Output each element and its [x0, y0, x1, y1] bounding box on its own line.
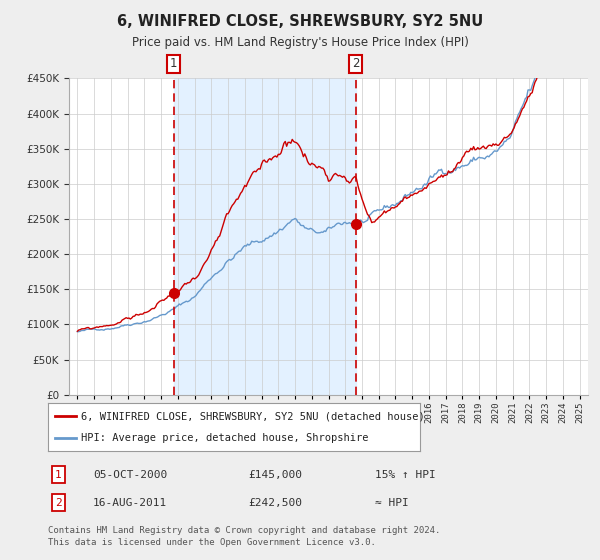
- Text: £145,000: £145,000: [248, 470, 302, 479]
- Bar: [173, 78, 356, 395]
- Text: 15% ↑ HPI: 15% ↑ HPI: [376, 470, 436, 479]
- Text: 6, WINIFRED CLOSE, SHREWSBURY, SY2 5NU: 6, WINIFRED CLOSE, SHREWSBURY, SY2 5NU: [117, 14, 483, 29]
- Text: ≈ HPI: ≈ HPI: [376, 498, 409, 507]
- Text: £242,500: £242,500: [248, 498, 302, 507]
- Text: 16-AUG-2011: 16-AUG-2011: [93, 498, 167, 507]
- Text: 1: 1: [55, 470, 62, 479]
- Text: This data is licensed under the Open Government Licence v3.0.: This data is licensed under the Open Gov…: [48, 538, 376, 547]
- Text: 2: 2: [352, 58, 359, 71]
- Text: 2: 2: [55, 498, 62, 507]
- Text: Price paid vs. HM Land Registry's House Price Index (HPI): Price paid vs. HM Land Registry's House …: [131, 36, 469, 49]
- Text: Contains HM Land Registry data © Crown copyright and database right 2024.: Contains HM Land Registry data © Crown c…: [48, 526, 440, 535]
- Text: 05-OCT-2000: 05-OCT-2000: [93, 470, 167, 479]
- Text: 1: 1: [170, 58, 178, 71]
- Text: 6, WINIFRED CLOSE, SHREWSBURY, SY2 5NU (detached house): 6, WINIFRED CLOSE, SHREWSBURY, SY2 5NU (…: [82, 411, 425, 421]
- Text: HPI: Average price, detached house, Shropshire: HPI: Average price, detached house, Shro…: [82, 433, 369, 443]
